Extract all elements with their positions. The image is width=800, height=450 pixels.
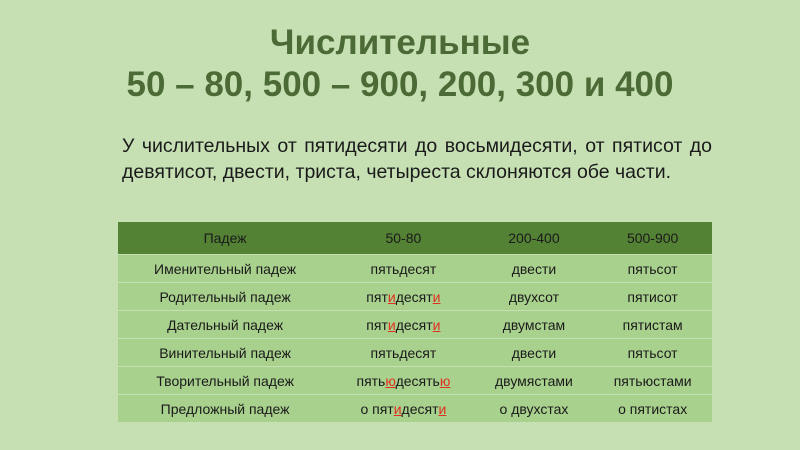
cell-text: о двухстах xyxy=(499,400,569,417)
cell-text: о пят xyxy=(360,400,394,417)
cell-text: двести xyxy=(511,344,557,361)
title-line-1: Числительные xyxy=(269,23,531,62)
column-header: Падеж xyxy=(118,222,333,255)
highlighted-letter: и xyxy=(438,400,447,417)
table-cell: двумястами xyxy=(474,366,594,395)
table-cell: Родительный падеж xyxy=(118,282,333,311)
highlighted-letter: и xyxy=(387,288,396,305)
description-text: У числительных от пятидесяти до восьмиде… xyxy=(122,135,712,183)
table-cell: о пятистах xyxy=(593,394,712,422)
table-cell: Дательный падеж xyxy=(118,310,333,339)
table-cell: пятисот xyxy=(593,282,712,311)
highlighted-letter: и xyxy=(432,316,441,333)
table-cell: Предложный падеж xyxy=(118,394,333,422)
column-header: 50-80 xyxy=(332,222,475,255)
table-cell: пятьсот xyxy=(593,254,712,283)
table-cell: о двухстах xyxy=(474,394,594,422)
highlighted-letter: и xyxy=(432,288,441,305)
table-cell: пятистам xyxy=(593,310,712,339)
column-header: 200-400 xyxy=(474,222,594,255)
cell-text: Родительный падеж xyxy=(159,288,291,305)
table-cell: Именительный падеж xyxy=(118,254,333,283)
table-cell: пятьюстами xyxy=(593,366,712,395)
table-cell: пятьдесят xyxy=(332,254,475,283)
column-header: 500-900 xyxy=(593,222,712,255)
cell-text: пятьсот xyxy=(627,260,678,277)
table-cell: двести xyxy=(474,338,594,367)
table-cell: пятидесяти xyxy=(332,310,475,339)
cell-text: двести xyxy=(511,260,557,277)
cell-text: Винительный падеж xyxy=(159,344,291,361)
cell-text: Творительный падеж xyxy=(156,372,294,389)
cell-text: десят xyxy=(395,288,433,305)
cell-text: пят xyxy=(366,316,388,333)
highlighted-letter: ю xyxy=(385,372,396,389)
cell-text: десят xyxy=(395,316,433,333)
table-row: Именительный падеж пятьдесят двести пятьсот xyxy=(118,254,712,283)
cell-text: десять xyxy=(395,372,440,389)
cell-text: пять xyxy=(356,372,386,389)
table-cell: пятьсот xyxy=(593,338,712,367)
table-cell: Винительный падеж xyxy=(118,338,333,367)
cell-text: Дательный падеж xyxy=(167,316,284,333)
cell-text: Предложный падеж xyxy=(160,400,290,417)
highlighted-letter: и xyxy=(387,316,396,333)
cell-text: пятисот xyxy=(627,288,678,305)
title-line-2: 50 – 80, 500 – 900, 200, 300 и 400 xyxy=(126,65,674,104)
highlighted-letter: ю xyxy=(439,372,451,389)
table-row: Предложный падеж о пятидесяти о двухстах о … xyxy=(118,394,712,422)
table-cell: двумстам xyxy=(474,310,594,339)
table-header-row: Падеж 50-80 200-400 500-900 xyxy=(118,222,712,255)
highlighted-letter: и xyxy=(393,400,402,417)
table-cell: Творительный падеж xyxy=(118,366,333,395)
cell-text: десят xyxy=(401,400,439,417)
cell-text: пятьдесят xyxy=(370,344,437,361)
cell-text: пятьдесят xyxy=(370,260,437,277)
table-cell: пятидесяти xyxy=(332,282,475,311)
table-row: Винительный падеж пятьдесят двести пятьсот xyxy=(118,338,712,367)
slide-title: Числительные 50 – 80, 500 – 900, 200, 30… xyxy=(0,22,800,106)
cell-text: двумястами xyxy=(495,372,573,389)
table-row: Дательный падеж пятидесяти двумстам пятиста… xyxy=(118,310,712,339)
table-cell: двести xyxy=(474,254,594,283)
table-cell: пятьюдесятью xyxy=(332,366,475,395)
cell-text: о пятистах xyxy=(618,400,688,417)
cell-text: двумстам xyxy=(502,316,566,333)
cell-text: Именительный падеж xyxy=(154,260,297,277)
table-cell: двухсот xyxy=(474,282,594,311)
cell-text: пят xyxy=(366,288,388,305)
cell-text: пятьсот xyxy=(627,344,678,361)
table-row: Родительный падеж пятидесяти двухсот пятисо… xyxy=(118,282,712,311)
cell-text: пятистам xyxy=(622,316,683,333)
table-row: Творительный падеж пятьюдесятью двумястами… xyxy=(118,366,712,395)
declension-table: Падеж 50-80 200-400 500-900 Именительный па… xyxy=(118,222,712,422)
table-cell: пятьдесят xyxy=(332,338,475,367)
cell-text: пятьюстами xyxy=(613,372,692,389)
table-cell: о пятидесяти xyxy=(332,394,475,422)
cell-text: двухсот xyxy=(508,288,560,305)
